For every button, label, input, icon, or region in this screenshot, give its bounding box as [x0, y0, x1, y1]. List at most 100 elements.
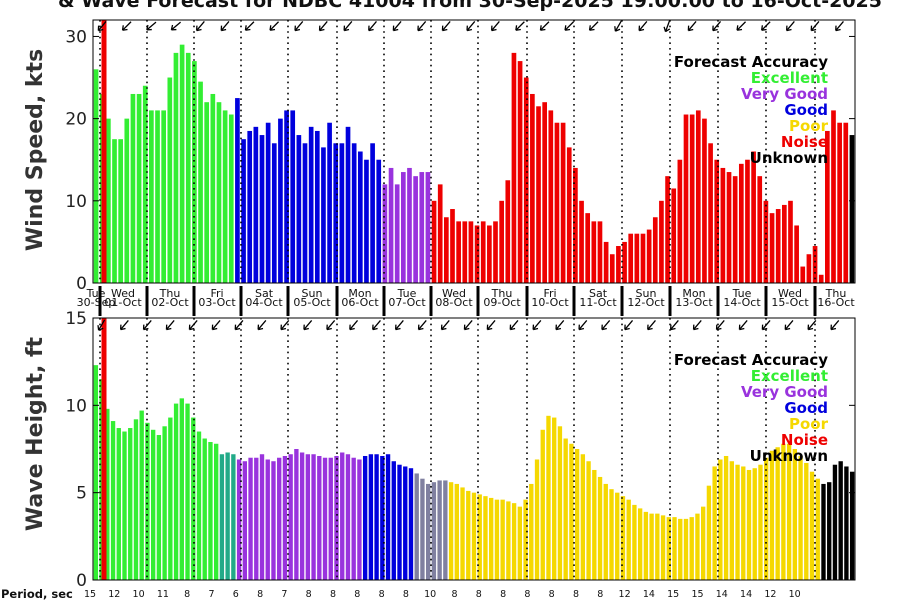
- current-time-line: [101, 20, 107, 283]
- wind-bar: [173, 52, 179, 284]
- legend-item: Unknown: [750, 149, 828, 167]
- wind-bar: [505, 180, 511, 283]
- wind-bar: [738, 163, 744, 283]
- legend-title: Forecast Accuracy: [674, 53, 828, 71]
- wind-bar: [732, 176, 738, 283]
- direction-arrow: [280, 319, 290, 331]
- wave-y-axis-label: Wave Height, ft: [23, 336, 48, 531]
- wave-bar: [362, 455, 368, 580]
- day-of-week-label: Mon: [682, 287, 705, 300]
- wave-bar: [305, 454, 311, 580]
- period-label: 8: [306, 589, 312, 600]
- date-separator: [286, 286, 290, 316]
- wave-bar: [185, 403, 190, 580]
- wind-bar: [818, 274, 824, 283]
- current-time-line: [101, 318, 107, 580]
- wave-bar: [781, 443, 786, 580]
- wind-bar: [204, 102, 210, 283]
- wave-bar: [420, 478, 425, 580]
- direction-arrow: [119, 319, 129, 331]
- wind-bar: [665, 176, 670, 283]
- wind-bar: [726, 172, 732, 283]
- wave-bar: [844, 466, 849, 580]
- date-separator: [668, 286, 672, 316]
- wave-bar: [110, 421, 116, 580]
- wind-bar: [155, 110, 160, 283]
- wind-bar: [444, 217, 449, 283]
- wave-bar: [678, 518, 683, 580]
- wind-bar: [462, 221, 468, 283]
- direction-arrow: [515, 21, 525, 31]
- direction-arrow: [638, 20, 648, 32]
- period-label: 8: [451, 589, 457, 600]
- wind-bar: [548, 110, 554, 283]
- legend-item: Poor: [789, 415, 829, 433]
- wave-bar: [380, 455, 385, 580]
- period-label: 8: [549, 589, 555, 600]
- day-labels: Tue30-SepWed01-OctThu02-OctFri03-OctSat0…: [77, 286, 855, 316]
- wind-bar: [271, 143, 277, 283]
- wind-bar: [296, 135, 302, 283]
- wave-bar: [546, 415, 551, 580]
- wave-bar: [489, 497, 494, 580]
- wave-bar: [179, 398, 184, 580]
- date-label: 09-Oct: [483, 296, 521, 309]
- wind-bar: [136, 93, 142, 283]
- wind-bar: [130, 93, 136, 283]
- direction-arrow: [368, 20, 377, 32]
- wind-bar: [118, 139, 123, 283]
- direction-arrow: [601, 319, 611, 331]
- wind-bar: [708, 143, 713, 283]
- period-label: 10: [789, 589, 801, 600]
- period-label: 10: [424, 589, 436, 600]
- wind-bar: [597, 221, 603, 283]
- wind-bar: [573, 167, 578, 283]
- wind-bar: [720, 167, 726, 283]
- wave-bar: [397, 464, 402, 580]
- direction-arrow: [761, 319, 771, 331]
- wind-bar: [339, 143, 345, 283]
- wind-bar: [493, 221, 498, 283]
- wind-bar: [185, 52, 191, 284]
- wind-bar: [695, 110, 701, 283]
- wind-bar: [278, 118, 283, 284]
- wave-bar: [414, 473, 419, 580]
- wave-bar: [145, 422, 150, 580]
- date-label: 11-Oct: [579, 296, 617, 309]
- wind-bar: [603, 241, 609, 283]
- wave-bar: [523, 499, 528, 580]
- wave-bar: [116, 428, 121, 580]
- wind-bar: [124, 118, 130, 284]
- wave-bar: [322, 457, 328, 580]
- direction-arrow: [97, 20, 107, 32]
- wind-bar: [265, 122, 271, 283]
- wind-bar: [751, 151, 756, 283]
- wind-bar: [210, 93, 216, 283]
- wave-bar: [471, 492, 477, 580]
- wave-bar: [649, 513, 654, 580]
- direction-arrow: [663, 20, 671, 33]
- date-label: 30-Sep: [77, 296, 116, 309]
- wave-bar: [552, 417, 557, 580]
- wind-bar: [499, 200, 504, 283]
- wind-bar: [290, 110, 296, 283]
- wind-bar: [222, 110, 228, 283]
- direction-arrow: [715, 319, 725, 331]
- direction-arrow: [463, 319, 473, 331]
- wave-bar: [477, 494, 482, 580]
- direction-arrow: [509, 319, 519, 331]
- wind-bar: [837, 122, 842, 283]
- wind-bar: [394, 184, 400, 284]
- period-label: 8: [257, 589, 263, 600]
- wave-bar: [660, 515, 666, 580]
- direction-arrow: [188, 319, 198, 331]
- date-separator: [145, 286, 149, 316]
- wave-bar: [122, 431, 127, 580]
- direction-arrow: [784, 319, 794, 331]
- wave-bar: [500, 499, 505, 580]
- date-label: 05-Oct: [293, 296, 331, 309]
- period-label: 12: [764, 589, 776, 600]
- wind-bar: [333, 143, 339, 283]
